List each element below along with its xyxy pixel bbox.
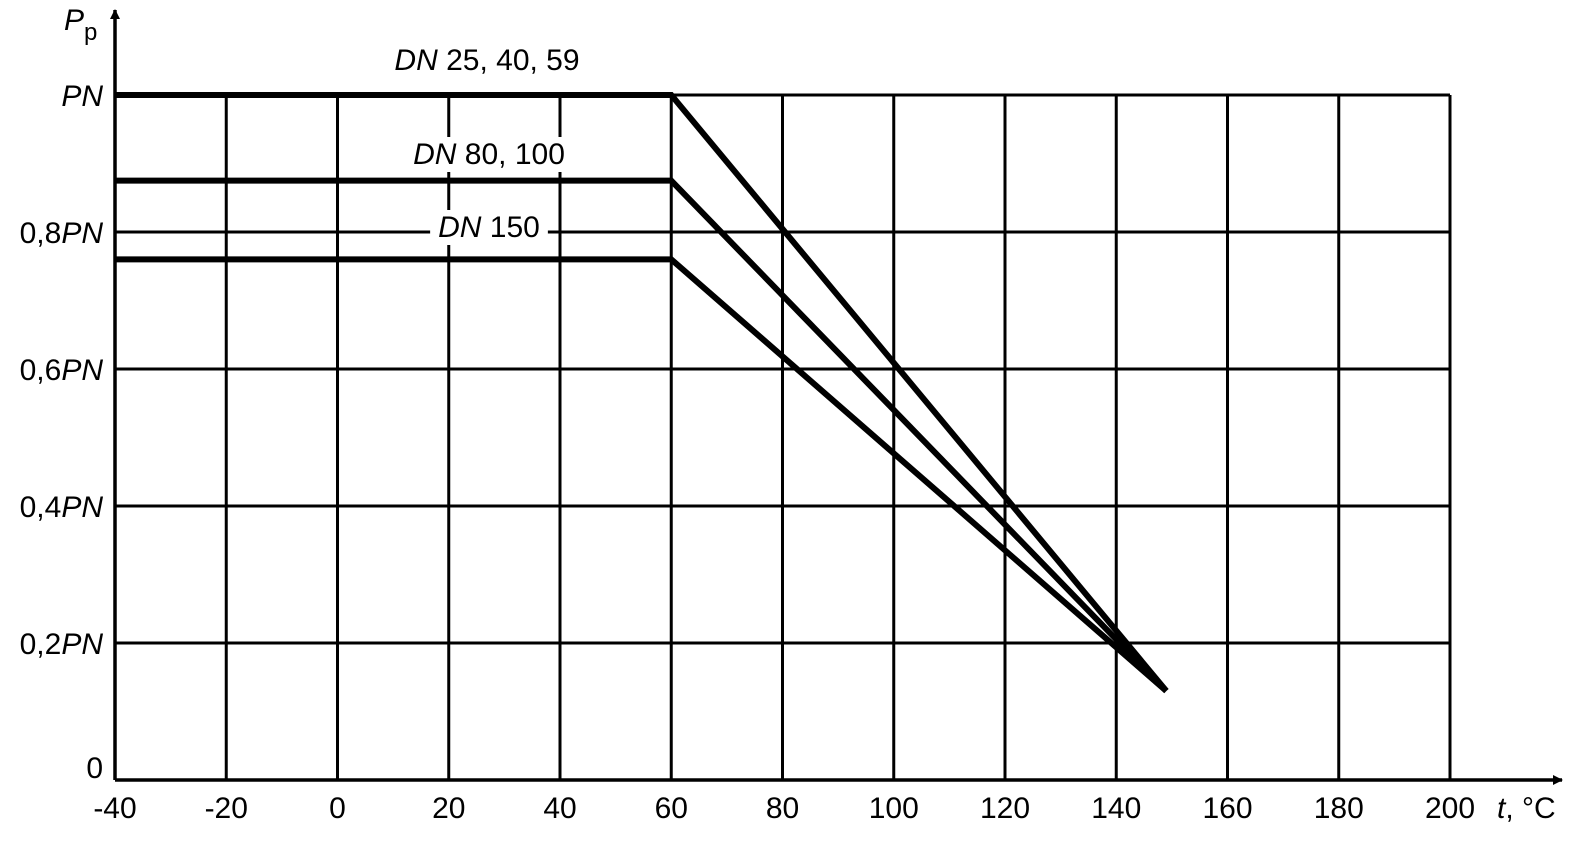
x-tick-label: 160: [1202, 792, 1252, 825]
series-label: DN 150: [438, 211, 540, 244]
x-tick-label: 40: [543, 792, 576, 825]
series-label: DN 80, 100: [413, 138, 565, 171]
x-tick-label: 80: [766, 792, 799, 825]
axes: [110, 9, 1563, 785]
x-tick-label: 120: [980, 792, 1030, 825]
x-tick-label: 180: [1314, 792, 1364, 825]
series-line: [115, 92, 1169, 693]
x-tick-label: 20: [432, 792, 465, 825]
x-tick-label: 60: [655, 792, 688, 825]
series-line: [115, 177, 1169, 694]
x-tick-label: 140: [1091, 792, 1141, 825]
series-label-background: [405, 137, 573, 172]
y-axis-label: Pp: [64, 4, 97, 46]
x-tick-label: -40: [93, 792, 136, 825]
labels: -40 -20 0 20 40 60 80 100 120 140 160 180 200 0 0,2PN 0…: [20, 4, 1556, 825]
x-axis-label: t, °C: [1497, 792, 1556, 825]
y-tick-label: 0,6PN: [20, 354, 104, 387]
grid: [115, 93, 1452, 780]
x-tick-label: 200: [1425, 792, 1475, 825]
y-tick-label: 0,2PN: [20, 628, 104, 661]
series-label: DN 25, 40, 59: [394, 44, 579, 77]
y-tick-label: 0,4PN: [20, 491, 104, 524]
x-tick-label: 0: [329, 792, 346, 825]
y-tick-label: PN: [61, 80, 103, 113]
y-tick-label: 0: [86, 752, 103, 785]
x-tick-label: 100: [869, 792, 919, 825]
series-lines: [115, 92, 1169, 694]
series-label-background: [430, 210, 548, 245]
y-tick-label: 0,8PN: [20, 217, 104, 250]
series-line: [115, 256, 1169, 694]
x-tick-label: -20: [205, 792, 248, 825]
